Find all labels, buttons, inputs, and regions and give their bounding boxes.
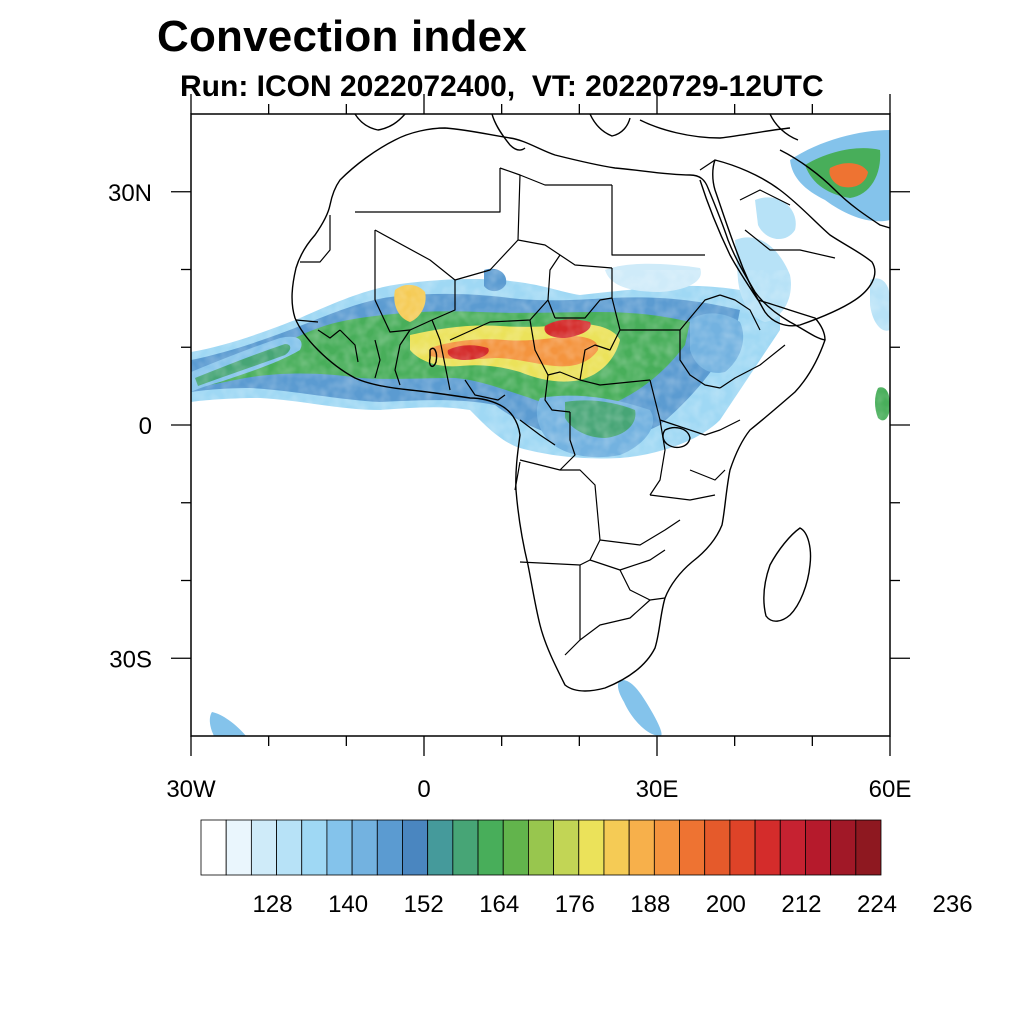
map-subtitle: Run: ICON 2022072400, VT: 20220729-12UTC [180, 70, 824, 103]
arabia-coastline [712, 159, 876, 327]
colorbar-box [502, 819, 529, 876]
colorbar-label: 200 [706, 891, 746, 918]
colorbar-label: 224 [857, 891, 897, 918]
axis-tick-labels: 30W 0 30E 60E 30N 0 30S [108, 180, 911, 803]
turkey-coastline [639, 119, 791, 139]
horn-coastline [757, 299, 826, 341]
colorbar-label: 188 [630, 891, 670, 918]
colorbar-box [250, 819, 277, 876]
colorbar-box [376, 819, 403, 876]
colorbar-box [855, 819, 882, 876]
iran-convection-hot [829, 163, 868, 188]
x-tick-label: 30W [166, 776, 216, 803]
noise-overlay [191, 270, 890, 470]
colorbar-box [225, 819, 252, 876]
europe-coastline [354, 114, 406, 131]
south-convection-2 [209, 712, 246, 736]
axis-ticks [171, 94, 910, 756]
red-sea-coastline [699, 179, 759, 301]
greece-coastline [589, 114, 631, 137]
colorbar-box [427, 819, 454, 876]
colorbar-box [301, 819, 328, 876]
colorbar-box [830, 819, 857, 876]
colorbar-box [578, 819, 605, 876]
colorbar-label: 212 [781, 891, 821, 918]
colorbar-label: 176 [555, 891, 595, 918]
south-convection-1 [617, 679, 662, 736]
madagascar-coastline [763, 527, 812, 622]
colorbar-box [200, 819, 227, 876]
lake-volta [428, 347, 438, 368]
x-tick-label: 0 [417, 776, 430, 803]
colorbar-label: 164 [479, 891, 519, 918]
colorbar-box [351, 819, 378, 876]
colorbar-box [704, 819, 731, 876]
colorbar-label: 236 [933, 891, 973, 918]
colorbar-box [653, 819, 680, 876]
colorbar-box [805, 819, 832, 876]
colorbar-label: 140 [328, 891, 368, 918]
colorbar-labels: 128 140 152 164 176 188 200 212 224 236 [253, 891, 973, 918]
arabia-convection-2 [755, 197, 796, 240]
y-tick-label: 30S [109, 646, 152, 673]
colorbar-box [679, 819, 706, 876]
colorbar-box [729, 819, 756, 876]
colorbar [200, 819, 882, 876]
y-tick-label: 30N [108, 180, 152, 207]
colorbar-box [528, 819, 554, 876]
colorbar-box [326, 819, 353, 876]
colorbar-box [452, 819, 479, 876]
lake-victoria [662, 426, 691, 449]
convection-field [191, 130, 890, 736]
caspian-coastline [769, 114, 799, 141]
y-tick-label: 0 [139, 413, 152, 440]
x-tick-label: 30E [636, 776, 679, 803]
colorbar-box [603, 819, 630, 876]
colorbar-box [754, 819, 781, 876]
iran-coastline [779, 149, 890, 229]
colorbar-label: 128 [253, 891, 293, 918]
colorbar-box [628, 819, 655, 876]
colorbar-label: 152 [404, 891, 444, 918]
colorbar-box [402, 819, 429, 876]
colorbar-box [276, 819, 303, 876]
map-title: Convection index [157, 12, 527, 61]
colorbar-box [553, 819, 580, 876]
colorbar-box [779, 819, 806, 876]
colorbar-box [477, 819, 504, 876]
italy-coastline [491, 114, 526, 151]
coastlines [291, 114, 890, 692]
x-tick-label: 60E [869, 776, 912, 803]
